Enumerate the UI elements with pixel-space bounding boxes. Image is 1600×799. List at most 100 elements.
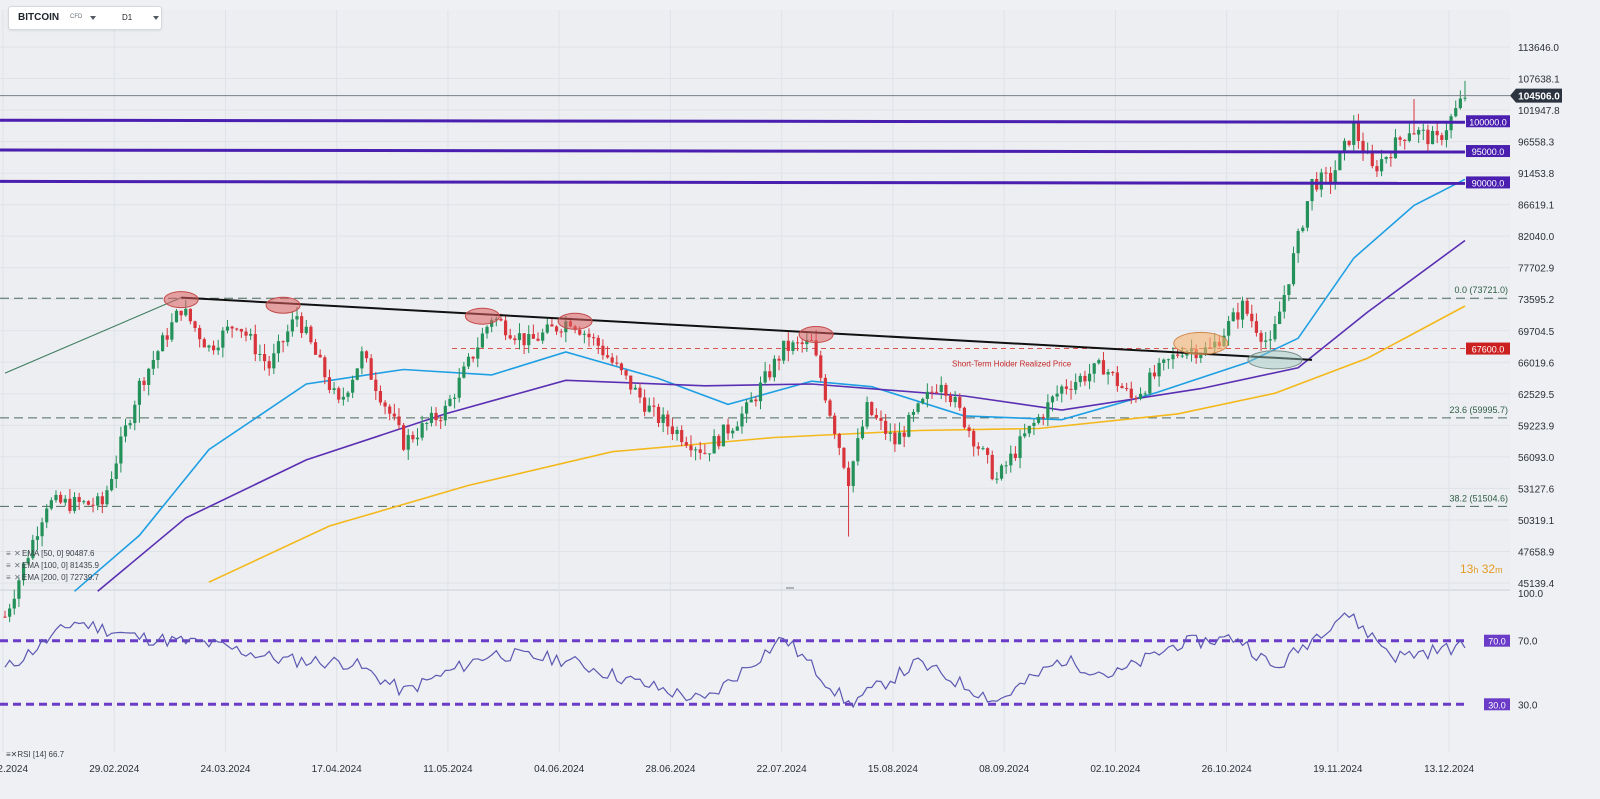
candle-body bbox=[45, 508, 49, 523]
candle-body bbox=[82, 501, 86, 503]
highlight-ellipse-resistance bbox=[163, 291, 199, 309]
key-level-tag-bg bbox=[1466, 115, 1510, 128]
candle-body bbox=[1287, 284, 1291, 295]
candle-body bbox=[1027, 425, 1031, 434]
candle-body bbox=[147, 368, 151, 385]
candle-body bbox=[1097, 360, 1101, 364]
candle-body bbox=[911, 411, 916, 415]
candle-body bbox=[96, 496, 100, 506]
candle-body bbox=[1440, 135, 1444, 140]
candle-body bbox=[466, 356, 471, 367]
rsi-y-tick-label: 30.0 bbox=[1518, 700, 1538, 711]
instrument-type: CFD bbox=[70, 14, 83, 20]
candle-body bbox=[1296, 231, 1300, 254]
candle-body bbox=[828, 400, 832, 416]
candle-body bbox=[110, 478, 114, 491]
candle-body bbox=[1426, 129, 1430, 145]
y-tick-label: 50319.1 bbox=[1518, 516, 1555, 527]
close-icon[interactable]: ✕ bbox=[14, 549, 21, 558]
candle-body bbox=[846, 467, 851, 487]
symbol-toolbar[interactable]: BITCOIN CFD D1 bbox=[8, 6, 162, 30]
close-icon[interactable]: ✕ bbox=[14, 561, 21, 570]
candle-body bbox=[670, 426, 675, 435]
candle-body bbox=[656, 406, 661, 423]
indicator-legend-ema50[interactable]: ≡ ✕EMA [50, 0] 90487.6 bbox=[6, 549, 95, 558]
candle-body bbox=[1041, 416, 1045, 419]
candle-body bbox=[476, 347, 480, 359]
candle-body bbox=[717, 436, 721, 447]
candle-body bbox=[235, 328, 239, 330]
candle-body bbox=[420, 423, 424, 438]
candle-body bbox=[962, 407, 967, 428]
ema-line-200 bbox=[208, 305, 1466, 583]
candle-body bbox=[165, 335, 169, 340]
close-icon[interactable]: ✕ bbox=[10, 750, 18, 759]
candle-body bbox=[1171, 354, 1175, 360]
candle-body bbox=[786, 340, 790, 351]
candle-body bbox=[814, 340, 818, 356]
rsi-level-tag-text: 70.0 bbox=[1488, 637, 1506, 647]
key-level-tag-text: 100000.0 bbox=[1469, 117, 1507, 127]
candle-body bbox=[795, 342, 800, 344]
candle-body bbox=[100, 496, 104, 505]
candle-body bbox=[1384, 157, 1388, 160]
candle-body bbox=[406, 435, 410, 450]
candle-body bbox=[1018, 436, 1022, 459]
candle-body bbox=[948, 395, 953, 403]
candle-body bbox=[582, 333, 586, 335]
candle-body bbox=[1055, 393, 1059, 397]
candle-body bbox=[388, 406, 392, 414]
candle-body bbox=[629, 375, 633, 390]
candle-body bbox=[225, 326, 230, 331]
candle-body bbox=[503, 320, 508, 336]
indicator-legend-ema200[interactable]: ≡ ✕EMA [200, 0] 72739.7 bbox=[6, 573, 99, 582]
candle-body bbox=[1078, 375, 1082, 383]
indicator-legend-rsi[interactable]: ≡✕RSI [14] 66.7 bbox=[6, 750, 64, 759]
settings-icon[interactable]: ≡ bbox=[6, 573, 11, 582]
candle-body bbox=[86, 501, 91, 505]
candle-body bbox=[842, 447, 846, 468]
candle-body bbox=[151, 359, 155, 369]
candle-body bbox=[1125, 388, 1129, 390]
settings-icon[interactable]: ≡ bbox=[6, 561, 11, 570]
candle-body bbox=[1254, 321, 1259, 333]
candle-body bbox=[1064, 386, 1068, 389]
candle-body bbox=[119, 436, 123, 464]
settings-icon[interactable]: ≡ bbox=[6, 750, 11, 759]
candle-body bbox=[244, 331, 248, 336]
candle-body bbox=[170, 322, 174, 340]
candle-body bbox=[1407, 133, 1411, 141]
indicator-legend-ema100[interactable]: ≡ ✕EMA [100, 0] 81435.9 bbox=[6, 561, 99, 570]
candle-body bbox=[1111, 371, 1115, 373]
candle-body bbox=[360, 351, 364, 369]
symbol-dropdown-icon[interactable] bbox=[90, 16, 96, 20]
candle-body bbox=[939, 384, 943, 393]
candle-body bbox=[1328, 172, 1333, 184]
fibonacci-label: 38.2 (51504.6) bbox=[1449, 493, 1508, 503]
candle-body bbox=[1176, 354, 1180, 356]
candle-body bbox=[3, 616, 7, 618]
candle-body bbox=[930, 391, 934, 393]
x-tick-label: 17.04.2024 bbox=[312, 764, 362, 775]
candle-body bbox=[1120, 386, 1124, 389]
rsi-line bbox=[4, 612, 1466, 709]
key-level-tag-bg bbox=[1466, 145, 1510, 158]
timeframe-dropdown-icon[interactable] bbox=[153, 16, 159, 20]
candle-body bbox=[610, 357, 614, 363]
symbol-name[interactable]: BITCOIN bbox=[18, 12, 60, 23]
current-price-tag-bg bbox=[1510, 88, 1562, 103]
candle-body bbox=[392, 413, 396, 417]
candle-body bbox=[193, 321, 197, 329]
rsi-y-tick-label: 100.0 bbox=[1518, 589, 1543, 600]
key-level-tag: 95000.0 bbox=[1466, 145, 1510, 158]
timeframe-selector[interactable]: D1 bbox=[122, 13, 133, 22]
candle-body bbox=[1259, 332, 1263, 342]
candle-body bbox=[837, 433, 841, 448]
x-tick-label: 02.10.2024 bbox=[1090, 764, 1140, 775]
close-icon[interactable]: ✕ bbox=[14, 573, 21, 582]
settings-icon[interactable]: ≡ bbox=[6, 549, 11, 558]
candle-body bbox=[1352, 122, 1356, 145]
candle-body bbox=[1379, 159, 1384, 172]
candle-body bbox=[1013, 453, 1018, 459]
